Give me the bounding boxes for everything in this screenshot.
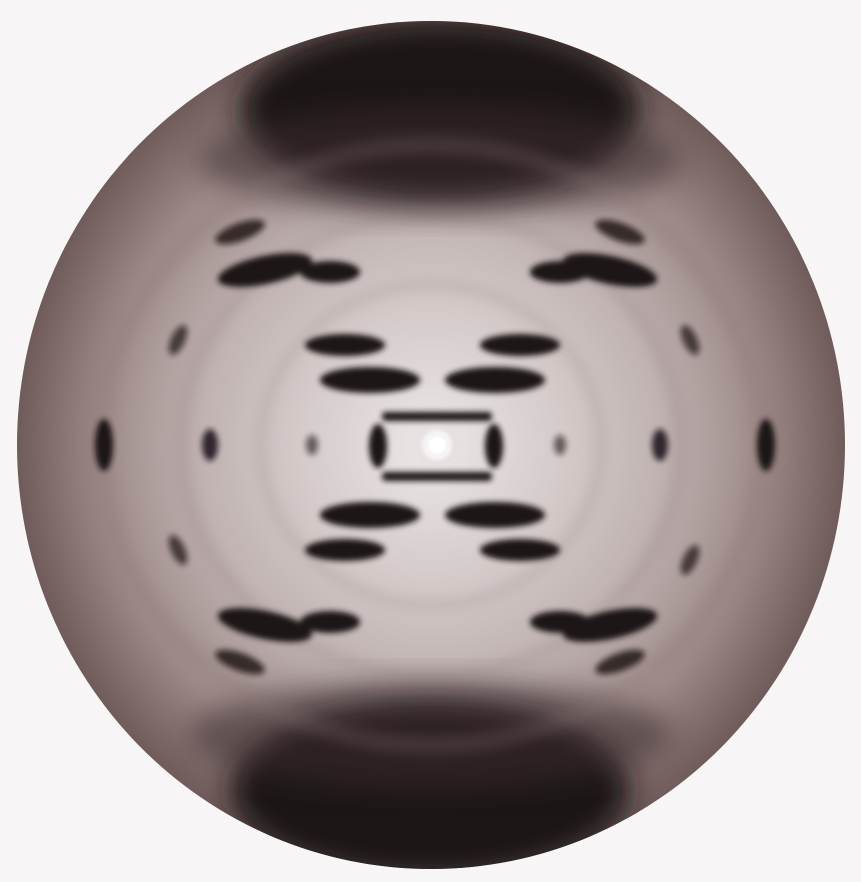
diffraction-spots	[95, 219, 775, 675]
